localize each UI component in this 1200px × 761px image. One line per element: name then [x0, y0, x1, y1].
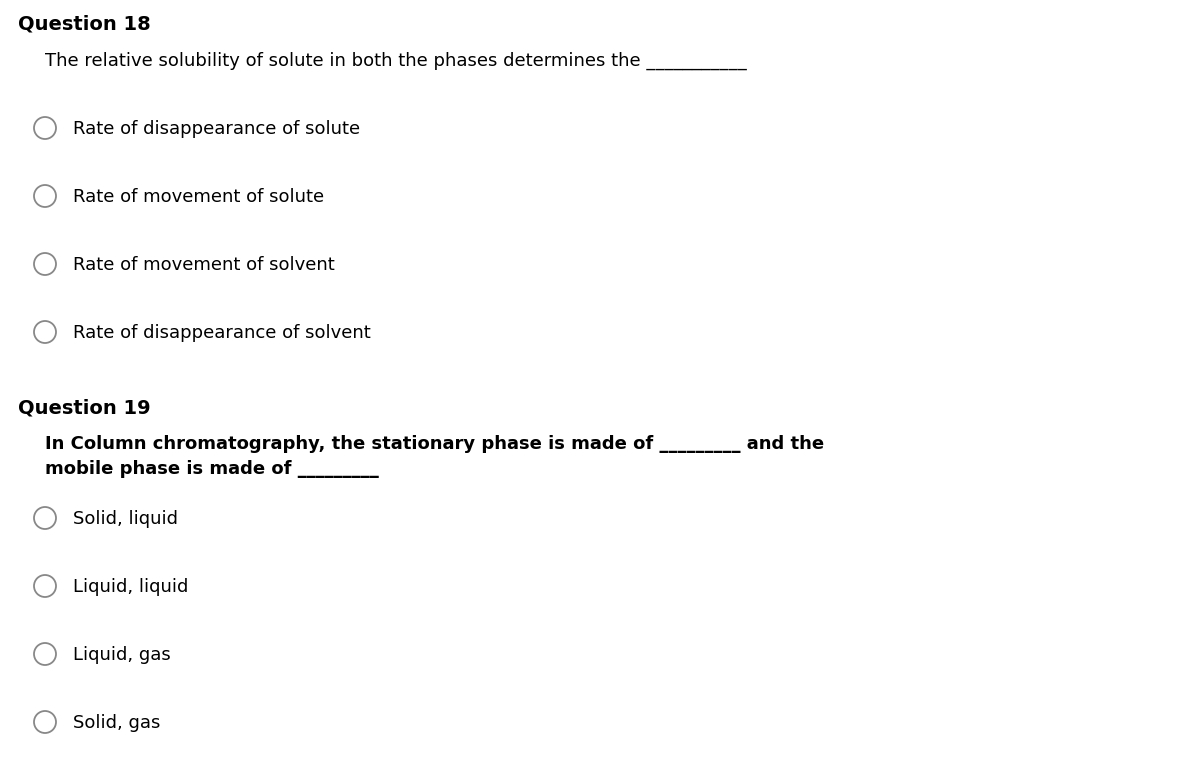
- Text: Liquid, liquid: Liquid, liquid: [73, 578, 188, 596]
- Text: Solid, gas: Solid, gas: [73, 714, 161, 732]
- Text: Rate of disappearance of solute: Rate of disappearance of solute: [73, 120, 360, 138]
- Text: Rate of movement of solvent: Rate of movement of solvent: [73, 256, 335, 274]
- Text: Question 19: Question 19: [18, 398, 151, 417]
- Text: Solid, liquid: Solid, liquid: [73, 510, 178, 528]
- Text: Liquid, gas: Liquid, gas: [73, 646, 170, 664]
- Text: Rate of movement of solute: Rate of movement of solute: [73, 188, 324, 206]
- Text: The relative solubility of solute in both the phases determines the ___________: The relative solubility of solute in bot…: [46, 52, 746, 70]
- Text: Question 18: Question 18: [18, 15, 151, 34]
- Text: In Column chromatography, the stationary phase is made of _________ and the: In Column chromatography, the stationary…: [46, 435, 824, 453]
- Text: Rate of disappearance of solvent: Rate of disappearance of solvent: [73, 324, 371, 342]
- Text: mobile phase is made of _________: mobile phase is made of _________: [46, 460, 379, 478]
